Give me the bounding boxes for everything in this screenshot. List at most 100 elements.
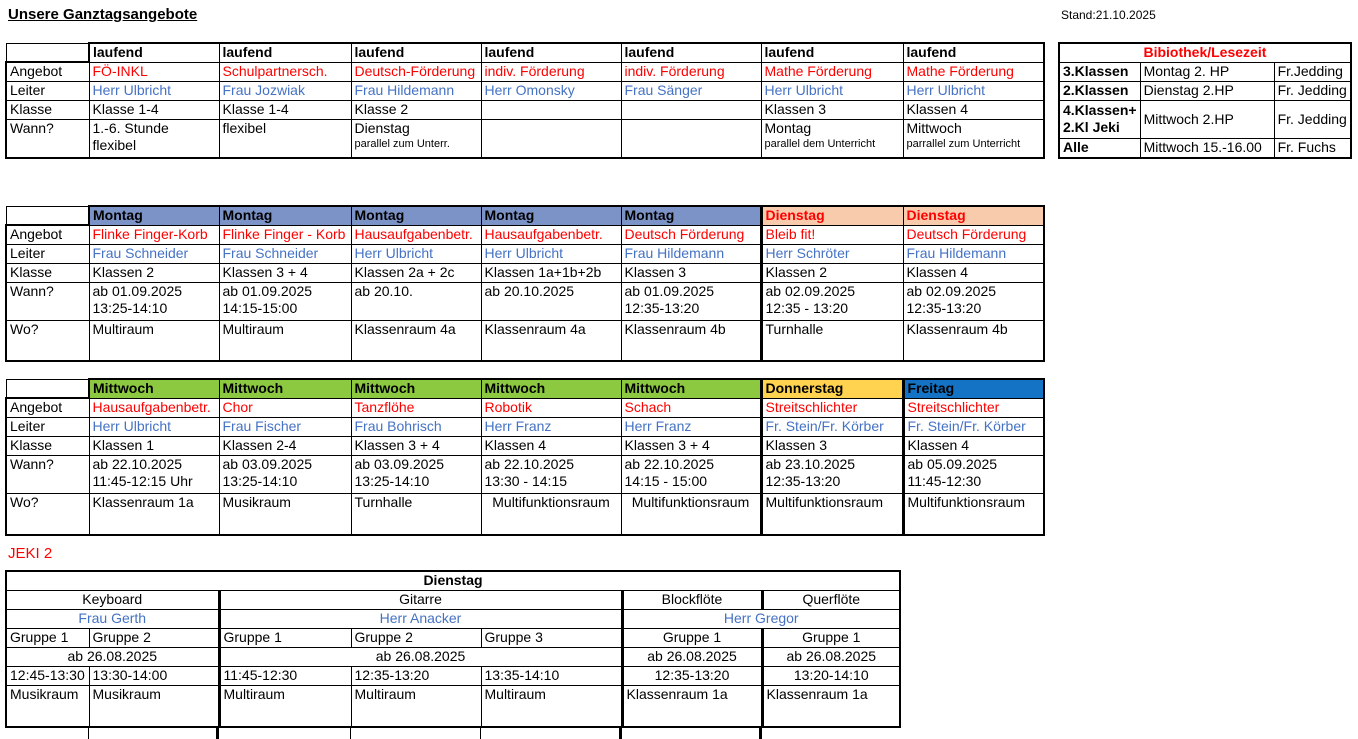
wann-line2: 11:45-12:15 Uhr <box>92 472 193 489</box>
bib-when-cell: Montag 2. HP <box>1139 61 1275 82</box>
table-row: 2.Klassen Dienstag 2.HP Fr. Jedding <box>1057 80 1352 101</box>
wann-line2: 13:30 - 14:15 <box>484 472 568 489</box>
angebot-cell: Chor <box>218 397 352 418</box>
wann-cell: ab 20.10.2025 <box>480 281 622 321</box>
table-row: Montag Montag Montag Montag Montag Diens… <box>5 205 1045 226</box>
klasse-cell: Klassen 2a + 2c <box>350 262 482 283</box>
leiter-cell: Frau Hildemann <box>620 243 762 264</box>
angebot-cell: Schach <box>620 397 762 418</box>
klasse-cell: Klassen 3 + 4 <box>620 435 762 456</box>
time-cell: 13:20-14:10 <box>760 665 901 686</box>
leiter-cell: Herr Omonsky <box>480 80 622 101</box>
gridline-stub <box>619 726 622 739</box>
wann-line2: parrallel zum Unterricht <box>906 137 1021 150</box>
table-row: Leiter Herr Ulbricht Frau Fischer Frau B… <box>5 416 1045 437</box>
table-row: ab 26.08.2025 ab 26.08.2025 ab 26.08.202… <box>5 646 901 667</box>
row-label-wann: Wann? <box>5 281 90 321</box>
table-row: Gruppe 1 Gruppe 2 Gruppe 1 Gruppe 2 Grup… <box>5 627 901 648</box>
instrument-header: Keyboard <box>5 589 220 610</box>
wo-cell: Multifunktionsraum <box>480 492 622 536</box>
day-header: Dienstag <box>902 205 1045 226</box>
day-header: Mittwoch <box>480 378 622 399</box>
klasse-cell: Klasse 1-4 <box>88 99 220 120</box>
week-table-wed-thu-fri: Mittwoch Mittwoch Mittwoch Mittwoch Mitt… <box>5 378 1045 536</box>
row-label-wo: Wo? <box>5 492 90 536</box>
stand-date: Stand:21.10.2025 <box>1061 8 1156 22</box>
gridline-stub <box>88 726 89 739</box>
wann-line2: 13:25-14:10 <box>92 299 168 316</box>
leiter-cell: Herr Ulbricht <box>88 416 220 437</box>
instrument-header: Blockflöte <box>620 589 763 610</box>
angebot-cell: Deutsch-Förderung <box>350 61 482 82</box>
bibliothek-table: Bibiothek/Lesezeit 3.Klassen Montag 2. H… <box>1057 42 1352 159</box>
wann-line1: ab 23.10.2025 <box>765 455 856 472</box>
laufend-header: laufend <box>480 42 622 63</box>
day-header: Donnerstag <box>759 378 904 399</box>
bib-leader-cell: Fr.Jedding <box>1273 61 1352 82</box>
time-cell: 13:35-14:10 <box>480 665 623 686</box>
bib-who-line2: 2.Kl Jeki <box>1063 119 1120 135</box>
table-row: Wann? ab 22.10.2025 11:45-12:15 Uhr ab 0… <box>5 454 1045 494</box>
wann-line2: 12:35 - 13:20 <box>765 299 849 316</box>
wann-cell: ab 22.10.2025 14:15 - 15:00 <box>620 454 762 494</box>
angebot-cell: Deutsch Förderung <box>902 224 1045 245</box>
wo-cell: Turnhalle <box>350 492 482 536</box>
table-row: Dienstag <box>5 570 901 591</box>
instrument-leader: Frau Gerth <box>5 608 220 629</box>
wann-line1: ab 20.10.2025 <box>484 282 575 299</box>
wann-line1: Montag <box>764 119 812 136</box>
bib-when-cell: Mittwoch 2.HP <box>1139 99 1275 139</box>
wann-line1: ab 01.09.2025 <box>222 282 313 299</box>
wann-line2: 12:35-13:20 <box>765 472 841 489</box>
leiter-cell: Herr Franz <box>480 416 622 437</box>
room-cell: Multiraum <box>350 684 482 728</box>
angebot-cell: indiv. Förderung <box>480 61 622 82</box>
leiter-cell: Frau Hildemann <box>902 243 1045 264</box>
gridline-stub <box>216 726 219 739</box>
table-row: Angebot Flinke Finger-Korb Flinke Finger… <box>5 224 1045 245</box>
klasse-cell: Klassen 2-4 <box>218 435 352 456</box>
angebot-cell: Hausaufgabenbetr. <box>350 224 482 245</box>
jeki-table: Dienstag Keyboard Gitarre Blockflöte Que… <box>5 570 901 728</box>
row-label-leiter: Leiter <box>5 416 90 437</box>
table-row: Klasse Klassen 1 Klassen 2-4 Klassen 3 +… <box>5 435 1045 456</box>
angebot-cell: Robotik <box>480 397 622 418</box>
page-title: Unsere Ganztagsangebote <box>8 6 198 23</box>
table-row: 3.Klassen Montag 2. HP Fr.Jedding <box>1057 61 1352 82</box>
day-header: Montag <box>88 205 220 226</box>
time-cell: 12:45-13:30 <box>5 665 90 686</box>
wann-line1: flexibel <box>222 119 267 136</box>
wann-cell: ab 02.09.2025 12:35 - 13:20 <box>759 281 904 321</box>
table-row: Mittwoch Mittwoch Mittwoch Mittwoch Mitt… <box>5 378 1045 399</box>
table-row: laufend laufend laufend laufend laufend … <box>5 42 1045 63</box>
klasse-cell: Klasse 1-4 <box>218 99 352 120</box>
leiter-cell: Herr Ulbricht <box>350 243 482 264</box>
wann-line1: Mittwoch <box>906 119 962 136</box>
table-row: Frau Gerth Herr Anacker Herr Gregor <box>5 608 901 629</box>
row-label-angebot: Angebot <box>5 397 90 418</box>
room-cell: Klassenraum 1a <box>760 684 901 728</box>
leiter-cell: Frau Bohrisch <box>350 416 482 437</box>
wann-cell: ab 22.10.2025 11:45-12:15 Uhr <box>88 454 220 494</box>
day-header: Montag <box>218 205 352 226</box>
row-label-klasse: Klasse <box>5 99 90 120</box>
bib-who-line1: 4.Klassen+ <box>1063 102 1137 118</box>
klasse-cell: Klassen 1 <box>88 435 220 456</box>
gridline-stub <box>350 726 351 739</box>
wann-line2: parallel dem Unterricht <box>764 137 876 150</box>
wann-cell: ab 02.09.2025 12:35-13:20 <box>902 281 1045 321</box>
row-label-wo: Wo? <box>5 319 90 362</box>
wann-cell: Mittwoch parrallel zum Unterricht <box>902 118 1045 159</box>
angebot-cell: Streitschlichter <box>901 397 1045 418</box>
table-row: Angebot FÖ-INKL Schulpartnersch. Deutsch… <box>5 61 1045 82</box>
angebot-cell: Deutsch Förderung <box>620 224 762 245</box>
laufend-header: laufend <box>350 42 482 63</box>
group-cell: Gruppe 1 <box>620 627 763 648</box>
wann-line2: flexibel <box>92 136 137 153</box>
klasse-cell: Klassen 3 + 4 <box>350 435 482 456</box>
table-row: Leiter Frau Schneider Frau Schneider Her… <box>5 243 1045 264</box>
wo-cell: Multifunktionsraum <box>759 492 904 536</box>
klasse-cell <box>480 99 622 120</box>
wann-line1: 1.-6. Stunde <box>92 119 169 136</box>
corner-spacer <box>5 378 90 399</box>
